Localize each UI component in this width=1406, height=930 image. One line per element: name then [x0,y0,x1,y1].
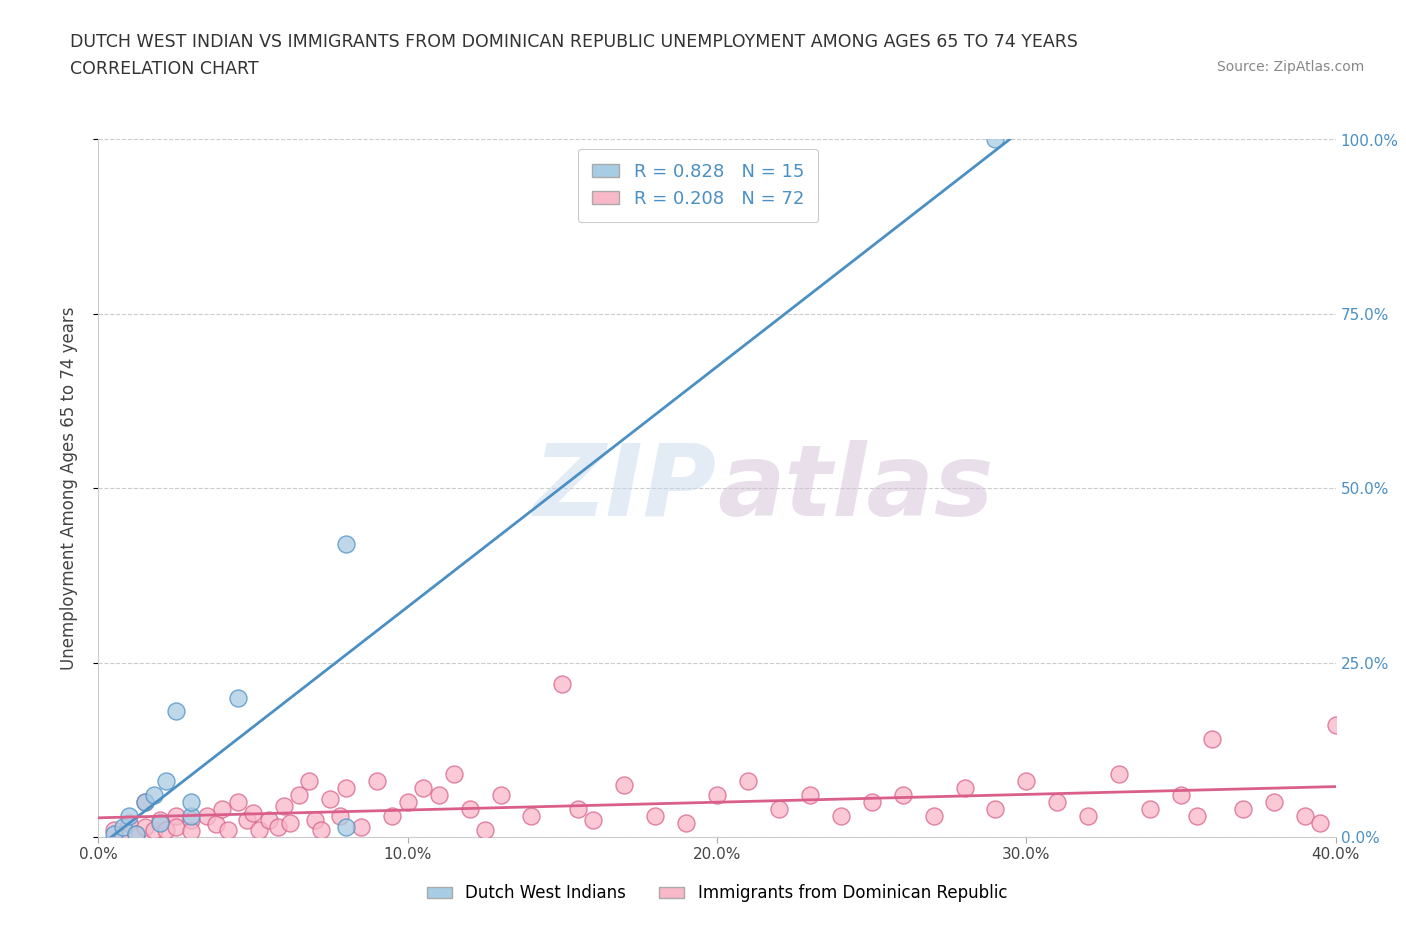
Point [830,809,852,824]
Point [443,766,465,781]
Point [474,823,496,838]
Point [309,823,332,838]
Point [489,788,512,803]
Point [860,794,883,809]
Point [242,805,264,820]
Point [134,794,156,809]
Point [180,794,202,809]
Point [319,791,342,806]
Point [922,809,945,824]
Point [644,809,666,824]
Point [335,537,357,551]
Point [567,802,589,817]
Point [551,676,574,691]
Point [273,798,295,813]
Point [257,812,280,827]
Point [1232,802,1254,817]
Point [520,809,543,824]
Point [226,794,249,809]
Point [165,819,187,834]
Point [675,816,697,830]
Y-axis label: Unemployment Among Ages 65 to 74 years: Unemployment Among Ages 65 to 74 years [59,307,77,670]
Legend: Dutch West Indians, Immigrants from Dominican Republic: Dutch West Indians, Immigrants from Domi… [420,878,1014,909]
Text: ZIP: ZIP [534,440,717,537]
Point [891,788,914,803]
Point [143,823,166,838]
Point [329,809,352,824]
Point [335,819,357,834]
Text: CORRELATION CHART: CORRELATION CHART [70,60,259,78]
Point [1324,718,1347,733]
Point [737,774,759,789]
Point [165,704,187,719]
Point [143,788,166,803]
Point [124,826,146,841]
Point [1294,809,1316,824]
Point [124,826,146,841]
Point [165,809,187,824]
Point [267,819,290,834]
Point [180,812,202,827]
Point [304,812,326,827]
Point [768,802,790,817]
Point [195,809,218,824]
Point [1263,794,1285,809]
Point [1108,766,1130,781]
Point [350,819,373,834]
Point [1077,809,1099,824]
Text: DUTCH WEST INDIAN VS IMMIGRANTS FROM DOMINICAN REPUBLIC UNEMPLOYMENT AMONG AGES : DUTCH WEST INDIAN VS IMMIGRANTS FROM DOM… [70,33,1078,50]
Point [1015,774,1038,789]
Point [1185,809,1208,824]
Point [953,781,976,796]
Point [298,774,321,789]
Point [1201,732,1223,747]
Point [155,823,177,838]
Point [366,774,388,789]
Point [134,794,156,809]
Point [112,826,135,841]
Point [118,816,141,830]
Point [211,802,233,817]
Point [112,819,135,834]
Point [412,781,434,796]
Point [984,802,1007,817]
Point [288,788,311,803]
Point [984,132,1007,147]
Point [103,823,125,838]
Point [458,802,481,817]
Point [217,823,239,838]
Point [149,812,172,827]
Point [613,777,636,792]
Text: atlas: atlas [717,440,994,537]
Text: Source: ZipAtlas.com: Source: ZipAtlas.com [1216,60,1364,74]
Point [226,690,249,705]
Point [180,824,202,839]
Point [1046,794,1069,809]
Point [278,816,301,830]
Point [1309,816,1331,830]
Point [1170,788,1192,803]
Point [118,809,141,824]
Point [706,788,728,803]
Point [427,788,450,803]
Point [205,817,228,832]
Point [582,812,605,827]
Point [149,816,172,830]
Point [1139,802,1161,817]
Point [134,819,156,834]
Point [335,781,357,796]
Point [396,794,419,809]
Point [799,788,821,803]
Point [236,812,259,827]
Point [155,774,177,789]
Point [103,826,125,841]
Point [381,809,404,824]
Point [180,809,202,824]
Point [247,823,270,838]
